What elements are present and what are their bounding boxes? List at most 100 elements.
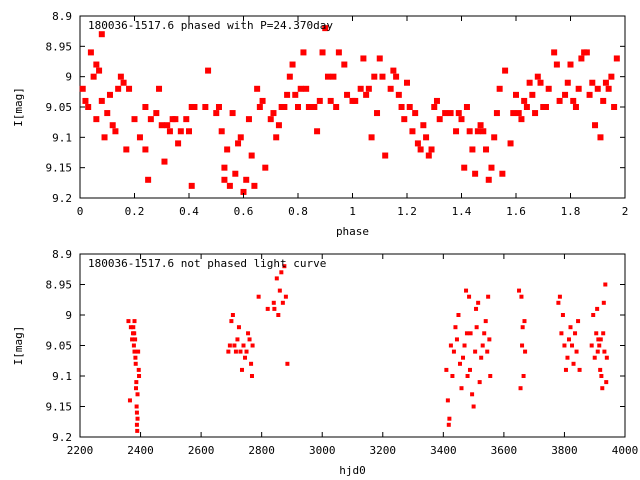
unphased-points (126, 264, 609, 433)
data-point (467, 367, 472, 372)
data-point (82, 97, 89, 104)
data-point (280, 300, 285, 305)
data-point (106, 91, 113, 98)
data-point (597, 343, 602, 348)
data-point (433, 97, 440, 104)
data-point (327, 97, 334, 104)
data-point (134, 422, 139, 427)
data-point (243, 176, 250, 183)
data-point (436, 116, 443, 123)
x-tick-label: 0.6 (234, 205, 254, 218)
data-point (591, 313, 596, 317)
data-point (142, 146, 149, 153)
data-point (568, 325, 573, 330)
data-point (564, 79, 571, 86)
data-point (464, 331, 469, 336)
x-tick-label: 3800 (551, 444, 578, 457)
data-point (474, 128, 481, 135)
data-point (469, 146, 476, 153)
data-point (133, 361, 138, 366)
data-point (175, 140, 182, 147)
data-point (120, 79, 127, 86)
data-point (485, 349, 490, 354)
data-point (456, 313, 461, 317)
data-point (487, 337, 492, 342)
data-point (570, 97, 577, 104)
data-point (256, 294, 261, 299)
data-point (133, 337, 138, 342)
data-point (466, 128, 473, 135)
data-point (499, 170, 506, 177)
x-tick-label: 2400 (127, 444, 154, 457)
data-point (233, 349, 238, 354)
data-point (376, 55, 383, 62)
data-point (442, 110, 449, 117)
x-tick-label: 1.4 (452, 205, 472, 218)
x-tick-label: 1.2 (397, 205, 417, 218)
data-point (572, 104, 579, 110)
data-point (453, 325, 458, 330)
data-point (570, 343, 575, 348)
data-point (453, 128, 460, 135)
data-point (101, 134, 108, 141)
data-point (112, 128, 119, 135)
data-point (221, 176, 228, 183)
data-point (232, 343, 237, 348)
y-tick-label: 9.05 (46, 101, 73, 114)
data-point (520, 325, 525, 330)
data-point (153, 110, 160, 117)
data-point (87, 49, 94, 56)
data-point (371, 73, 378, 80)
x-tick-label: 2200 (67, 444, 94, 457)
data-point (135, 428, 140, 433)
data-point (104, 110, 111, 117)
data-point (566, 337, 571, 342)
data-point (556, 300, 561, 305)
data-point (457, 361, 462, 366)
x-tick-label: 3400 (430, 444, 457, 457)
data-point (502, 67, 509, 74)
data-point (461, 164, 468, 171)
data-point (467, 294, 472, 299)
data-point (158, 122, 165, 129)
data-point (542, 104, 549, 110)
data-point (406, 104, 413, 110)
x-tick-label: 1.8 (561, 205, 581, 218)
data-point (267, 116, 274, 123)
data-point (604, 380, 609, 385)
data-point (352, 97, 359, 104)
data-point (604, 355, 609, 360)
data-point (598, 367, 603, 372)
data-point (134, 386, 139, 391)
data-point (240, 188, 247, 195)
data-point (571, 361, 576, 366)
x-tick-label: 0 (77, 205, 84, 218)
data-point (603, 282, 608, 287)
y-tick-label: 8.9 (52, 248, 72, 261)
data-point (401, 116, 408, 123)
data-point (161, 158, 168, 165)
data-point (507, 140, 514, 147)
data-point (232, 170, 239, 177)
data-point (265, 306, 270, 311)
data-point (297, 85, 304, 92)
data-point (600, 97, 607, 104)
data-point (132, 331, 137, 336)
data-point (526, 79, 533, 86)
data-point (601, 300, 606, 305)
data-point (142, 104, 149, 110)
phased-x-axis-label: phase (336, 225, 369, 238)
data-point (275, 122, 282, 129)
data-point (611, 104, 618, 110)
data-point (133, 355, 138, 360)
data-point (493, 110, 500, 117)
data-point (482, 331, 487, 336)
data-point (451, 349, 456, 354)
phased-y-axis-label: I[mag] (12, 87, 25, 127)
data-point (130, 337, 135, 342)
data-point (226, 349, 231, 354)
data-point (605, 85, 612, 92)
x-tick-label: 1 (349, 205, 356, 218)
data-point (134, 380, 139, 385)
unphased-chart-title: 180036-1517.6 not phased light curve (88, 257, 326, 270)
